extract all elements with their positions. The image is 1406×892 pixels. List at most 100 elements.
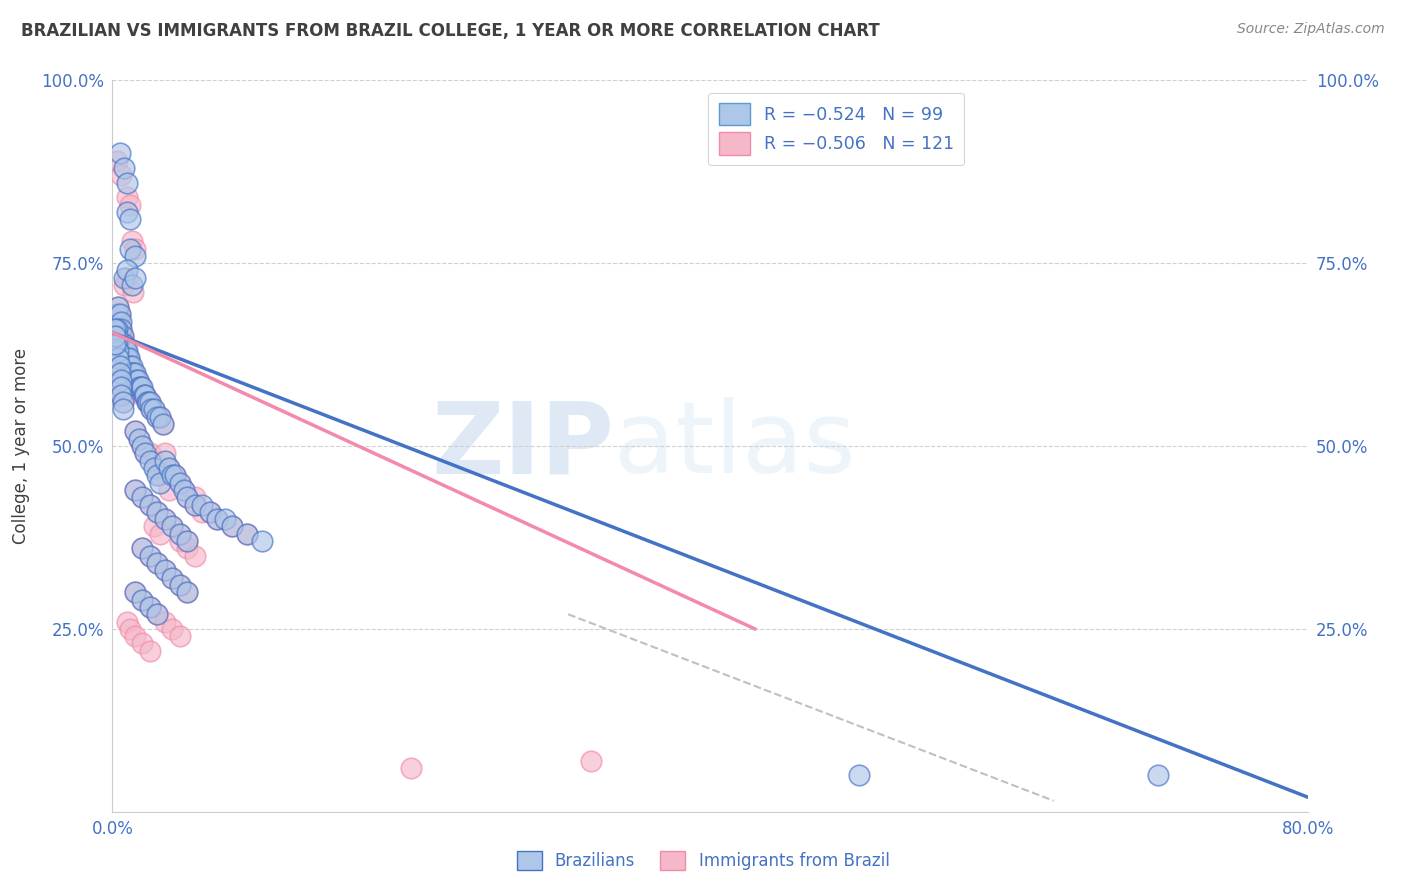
Point — [149, 409, 172, 424]
Point — [157, 483, 180, 497]
Point — [132, 388, 155, 402]
Point — [176, 490, 198, 504]
Point — [120, 359, 142, 373]
Point — [139, 599, 162, 614]
Point — [124, 366, 146, 380]
Point — [141, 402, 163, 417]
Point — [149, 526, 172, 541]
Point — [146, 409, 169, 424]
Point — [173, 483, 195, 497]
Point — [107, 300, 129, 314]
Point — [117, 615, 139, 629]
Point — [114, 336, 135, 351]
Point — [162, 571, 183, 585]
Point — [122, 366, 145, 380]
Point — [183, 490, 205, 504]
Point — [110, 380, 132, 394]
Point — [176, 541, 198, 556]
Point — [110, 373, 132, 387]
Point — [146, 607, 169, 622]
Point — [131, 541, 153, 556]
Point — [127, 373, 149, 387]
Point — [117, 270, 139, 285]
Point — [121, 234, 143, 248]
Point — [110, 169, 132, 183]
Point — [114, 278, 135, 293]
Point — [214, 512, 236, 526]
Point — [139, 644, 162, 658]
Point — [205, 512, 228, 526]
Point — [153, 453, 176, 467]
Point — [107, 300, 129, 314]
Point — [135, 395, 157, 409]
Point — [169, 629, 191, 643]
Point — [138, 395, 160, 409]
Point — [108, 307, 131, 321]
Point — [169, 526, 191, 541]
Point — [153, 563, 176, 577]
Point — [110, 322, 132, 336]
Point — [401, 761, 423, 775]
Point — [132, 388, 155, 402]
Point — [111, 336, 134, 351]
Point — [115, 343, 138, 358]
Point — [153, 446, 176, 460]
Point — [153, 512, 176, 526]
Point — [120, 242, 142, 256]
Point — [110, 373, 132, 387]
Point — [176, 490, 198, 504]
Point — [124, 366, 146, 380]
Point — [157, 461, 180, 475]
Point — [146, 461, 169, 475]
Point — [128, 380, 150, 394]
Point — [114, 270, 135, 285]
Point — [114, 336, 135, 351]
Point — [120, 359, 142, 373]
Point — [127, 373, 149, 387]
Point — [153, 615, 176, 629]
Point — [128, 432, 150, 446]
Point — [111, 388, 134, 402]
Point — [124, 249, 146, 263]
Point — [117, 351, 139, 366]
Point — [124, 425, 146, 439]
Point — [165, 468, 187, 483]
Point — [125, 373, 148, 387]
Point — [176, 534, 198, 549]
Point — [149, 475, 172, 490]
Point — [139, 453, 162, 467]
Point — [117, 351, 139, 366]
Point — [108, 359, 131, 373]
Point — [1147, 768, 1170, 782]
Point — [129, 380, 152, 394]
Point — [146, 409, 169, 424]
Point — [124, 483, 146, 497]
Point — [143, 461, 166, 475]
Point — [139, 395, 162, 409]
Point — [115, 343, 138, 358]
Point — [117, 205, 139, 219]
Point — [143, 402, 166, 417]
Point — [108, 146, 131, 161]
Text: ZIP: ZIP — [432, 398, 614, 494]
Point — [105, 329, 128, 343]
Point — [128, 432, 150, 446]
Point — [120, 212, 142, 227]
Point — [117, 176, 139, 190]
Point — [176, 585, 198, 599]
Point — [118, 351, 141, 366]
Point — [198, 505, 221, 519]
Point — [183, 498, 205, 512]
Point — [107, 343, 129, 358]
Point — [162, 519, 183, 533]
Point — [111, 329, 134, 343]
Point — [183, 498, 205, 512]
Point — [176, 585, 198, 599]
Point — [118, 351, 141, 366]
Point — [110, 322, 132, 336]
Point — [162, 571, 183, 585]
Point — [848, 768, 870, 782]
Legend: Brazilians, Immigrants from Brazil: Brazilians, Immigrants from Brazil — [510, 844, 896, 877]
Point — [124, 270, 146, 285]
Point — [162, 519, 183, 533]
